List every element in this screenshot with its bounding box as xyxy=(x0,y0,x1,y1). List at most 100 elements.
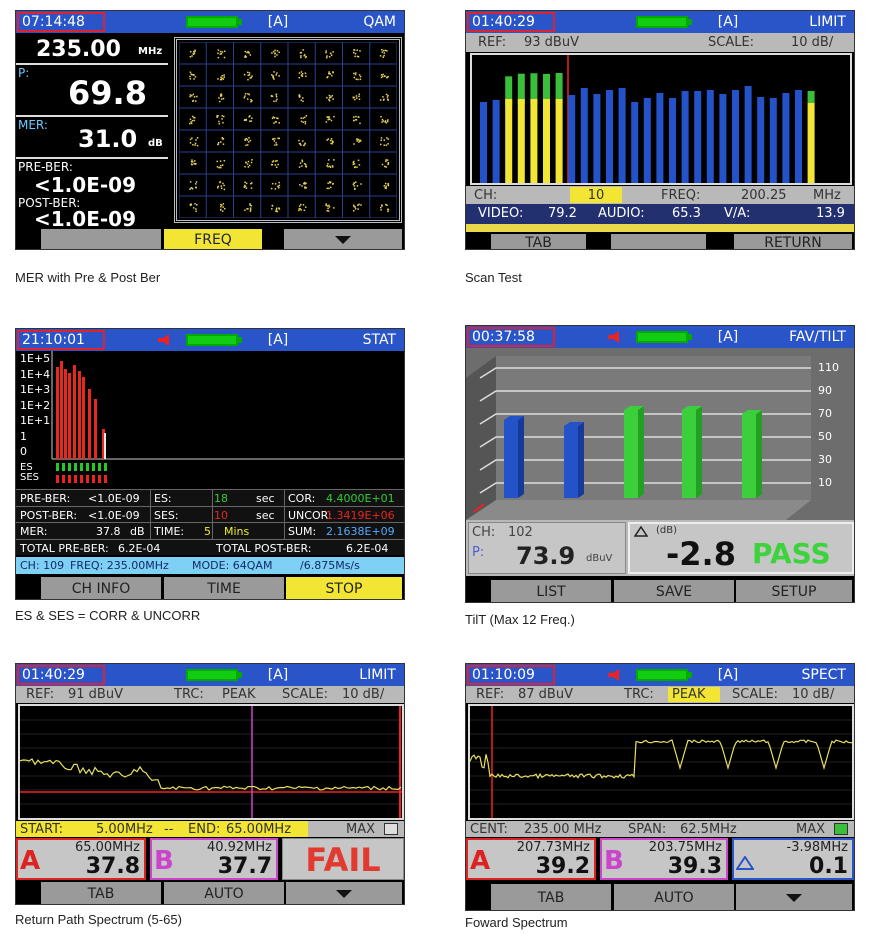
symbol-dot xyxy=(331,74,333,77)
symbol-dot xyxy=(191,161,194,163)
symbol-dot xyxy=(384,120,387,122)
symbol-dot xyxy=(302,117,304,119)
symbol-dot xyxy=(299,208,302,210)
symbol-dot xyxy=(244,55,247,57)
symbol-dot xyxy=(218,120,220,123)
symbol-dot xyxy=(387,208,389,211)
table-cell: MER: xyxy=(20,525,48,538)
symbol-dot xyxy=(250,182,252,185)
softkey-label: TIME xyxy=(207,581,241,597)
scan-bar xyxy=(807,103,815,183)
symbol-dot xyxy=(329,166,332,168)
battery-icon xyxy=(186,669,238,681)
status-bar xyxy=(16,557,404,574)
symbol-dot xyxy=(383,139,386,141)
symbol-dot xyxy=(274,183,277,185)
label: -- xyxy=(164,822,174,837)
floor xyxy=(466,500,811,520)
symbol-dot xyxy=(248,115,250,118)
symbol-dot xyxy=(216,186,219,189)
table-cell: <1.0E-09 xyxy=(88,508,140,522)
symbol-dot xyxy=(218,97,220,99)
symbol-dot xyxy=(247,50,249,53)
symbol-dot xyxy=(354,188,356,190)
symbol-dot xyxy=(220,185,223,187)
symbol-dot xyxy=(301,73,304,75)
scan-bar xyxy=(593,94,601,183)
symbol-dot xyxy=(329,181,332,184)
symbol-dot xyxy=(223,76,226,78)
symbol-dot xyxy=(247,93,249,95)
table-cell: 4.4000E+01 xyxy=(326,492,395,505)
tilt-value: -2.8 xyxy=(666,535,736,573)
device-screen: 01:40:29 [A] LIMIT REF: 93 dBuV SCALE: 10 dB/C… xyxy=(465,10,855,250)
symbol-dot xyxy=(190,121,192,123)
symbol-dot xyxy=(216,160,218,163)
symbol-dot xyxy=(383,52,386,54)
es-mark xyxy=(80,463,83,471)
symbol-dot xyxy=(300,51,303,54)
symbol-dot xyxy=(304,183,306,185)
symbol-dot xyxy=(380,74,383,76)
symbol-dot xyxy=(222,182,224,185)
bar-plot xyxy=(480,55,815,183)
symbol-dot xyxy=(386,96,389,98)
scan-bar xyxy=(643,98,651,183)
screen-label: LIMIT xyxy=(359,667,396,683)
table-cell: PRE-BER: xyxy=(20,492,71,505)
symbol-dot xyxy=(222,203,225,205)
symbol-dot xyxy=(277,185,279,187)
speaker-icon xyxy=(608,331,619,343)
symbol-dot xyxy=(305,115,308,117)
symbol-dot xyxy=(220,164,222,167)
symbol-dot xyxy=(387,119,389,121)
table-line xyxy=(16,522,404,523)
softkey xyxy=(614,580,734,602)
caption: Foward Spectrum xyxy=(465,915,568,930)
ch-row xyxy=(466,186,854,204)
label: SCALE: xyxy=(708,35,755,50)
symbol-dot xyxy=(192,50,195,53)
symbol-dot xyxy=(270,187,273,190)
symbol-dot xyxy=(381,49,383,51)
es-mark xyxy=(56,463,59,471)
scan-bar xyxy=(681,91,689,183)
symbol-dot xyxy=(298,209,300,212)
symbol-dot xyxy=(245,187,248,189)
symbol-dot xyxy=(305,75,307,78)
symbol-dot xyxy=(251,75,253,77)
es-mark xyxy=(104,463,107,471)
label: dBuV xyxy=(586,553,613,564)
symbol-dot xyxy=(299,143,301,145)
caption: Scan Test xyxy=(465,270,522,285)
label: REF: xyxy=(476,687,505,702)
symbol-dot xyxy=(298,76,300,79)
symbol-dot xyxy=(304,187,306,189)
symbol-dot xyxy=(222,121,224,124)
symbol-dot xyxy=(300,120,303,123)
symbol-dot xyxy=(359,139,361,141)
symbol-dot xyxy=(189,95,191,98)
time-box xyxy=(17,665,105,685)
info-row xyxy=(466,821,854,837)
symbol-dot xyxy=(195,181,198,183)
mode: [A] xyxy=(267,667,289,683)
softkey xyxy=(614,884,734,910)
symbol-dot xyxy=(387,99,389,101)
y-tick-label: 10 xyxy=(818,476,832,489)
symbol-dot xyxy=(219,160,222,162)
label: 87 dBuV xyxy=(518,687,573,702)
scan-bar xyxy=(580,88,588,183)
symbol-dot xyxy=(248,74,251,76)
start-highlight xyxy=(16,821,308,837)
ses-mark xyxy=(98,475,101,483)
symbol-dot xyxy=(217,52,219,55)
symbol-dot xyxy=(249,207,252,209)
label: 40.92MHz xyxy=(206,840,272,855)
symbol-dot xyxy=(327,207,329,210)
screen-label: FAV/TILT xyxy=(789,329,846,345)
symbol-dot xyxy=(357,159,360,162)
symbol-dot xyxy=(381,75,384,78)
symbol-dot xyxy=(330,54,333,57)
tilt-bar-top xyxy=(564,422,584,426)
